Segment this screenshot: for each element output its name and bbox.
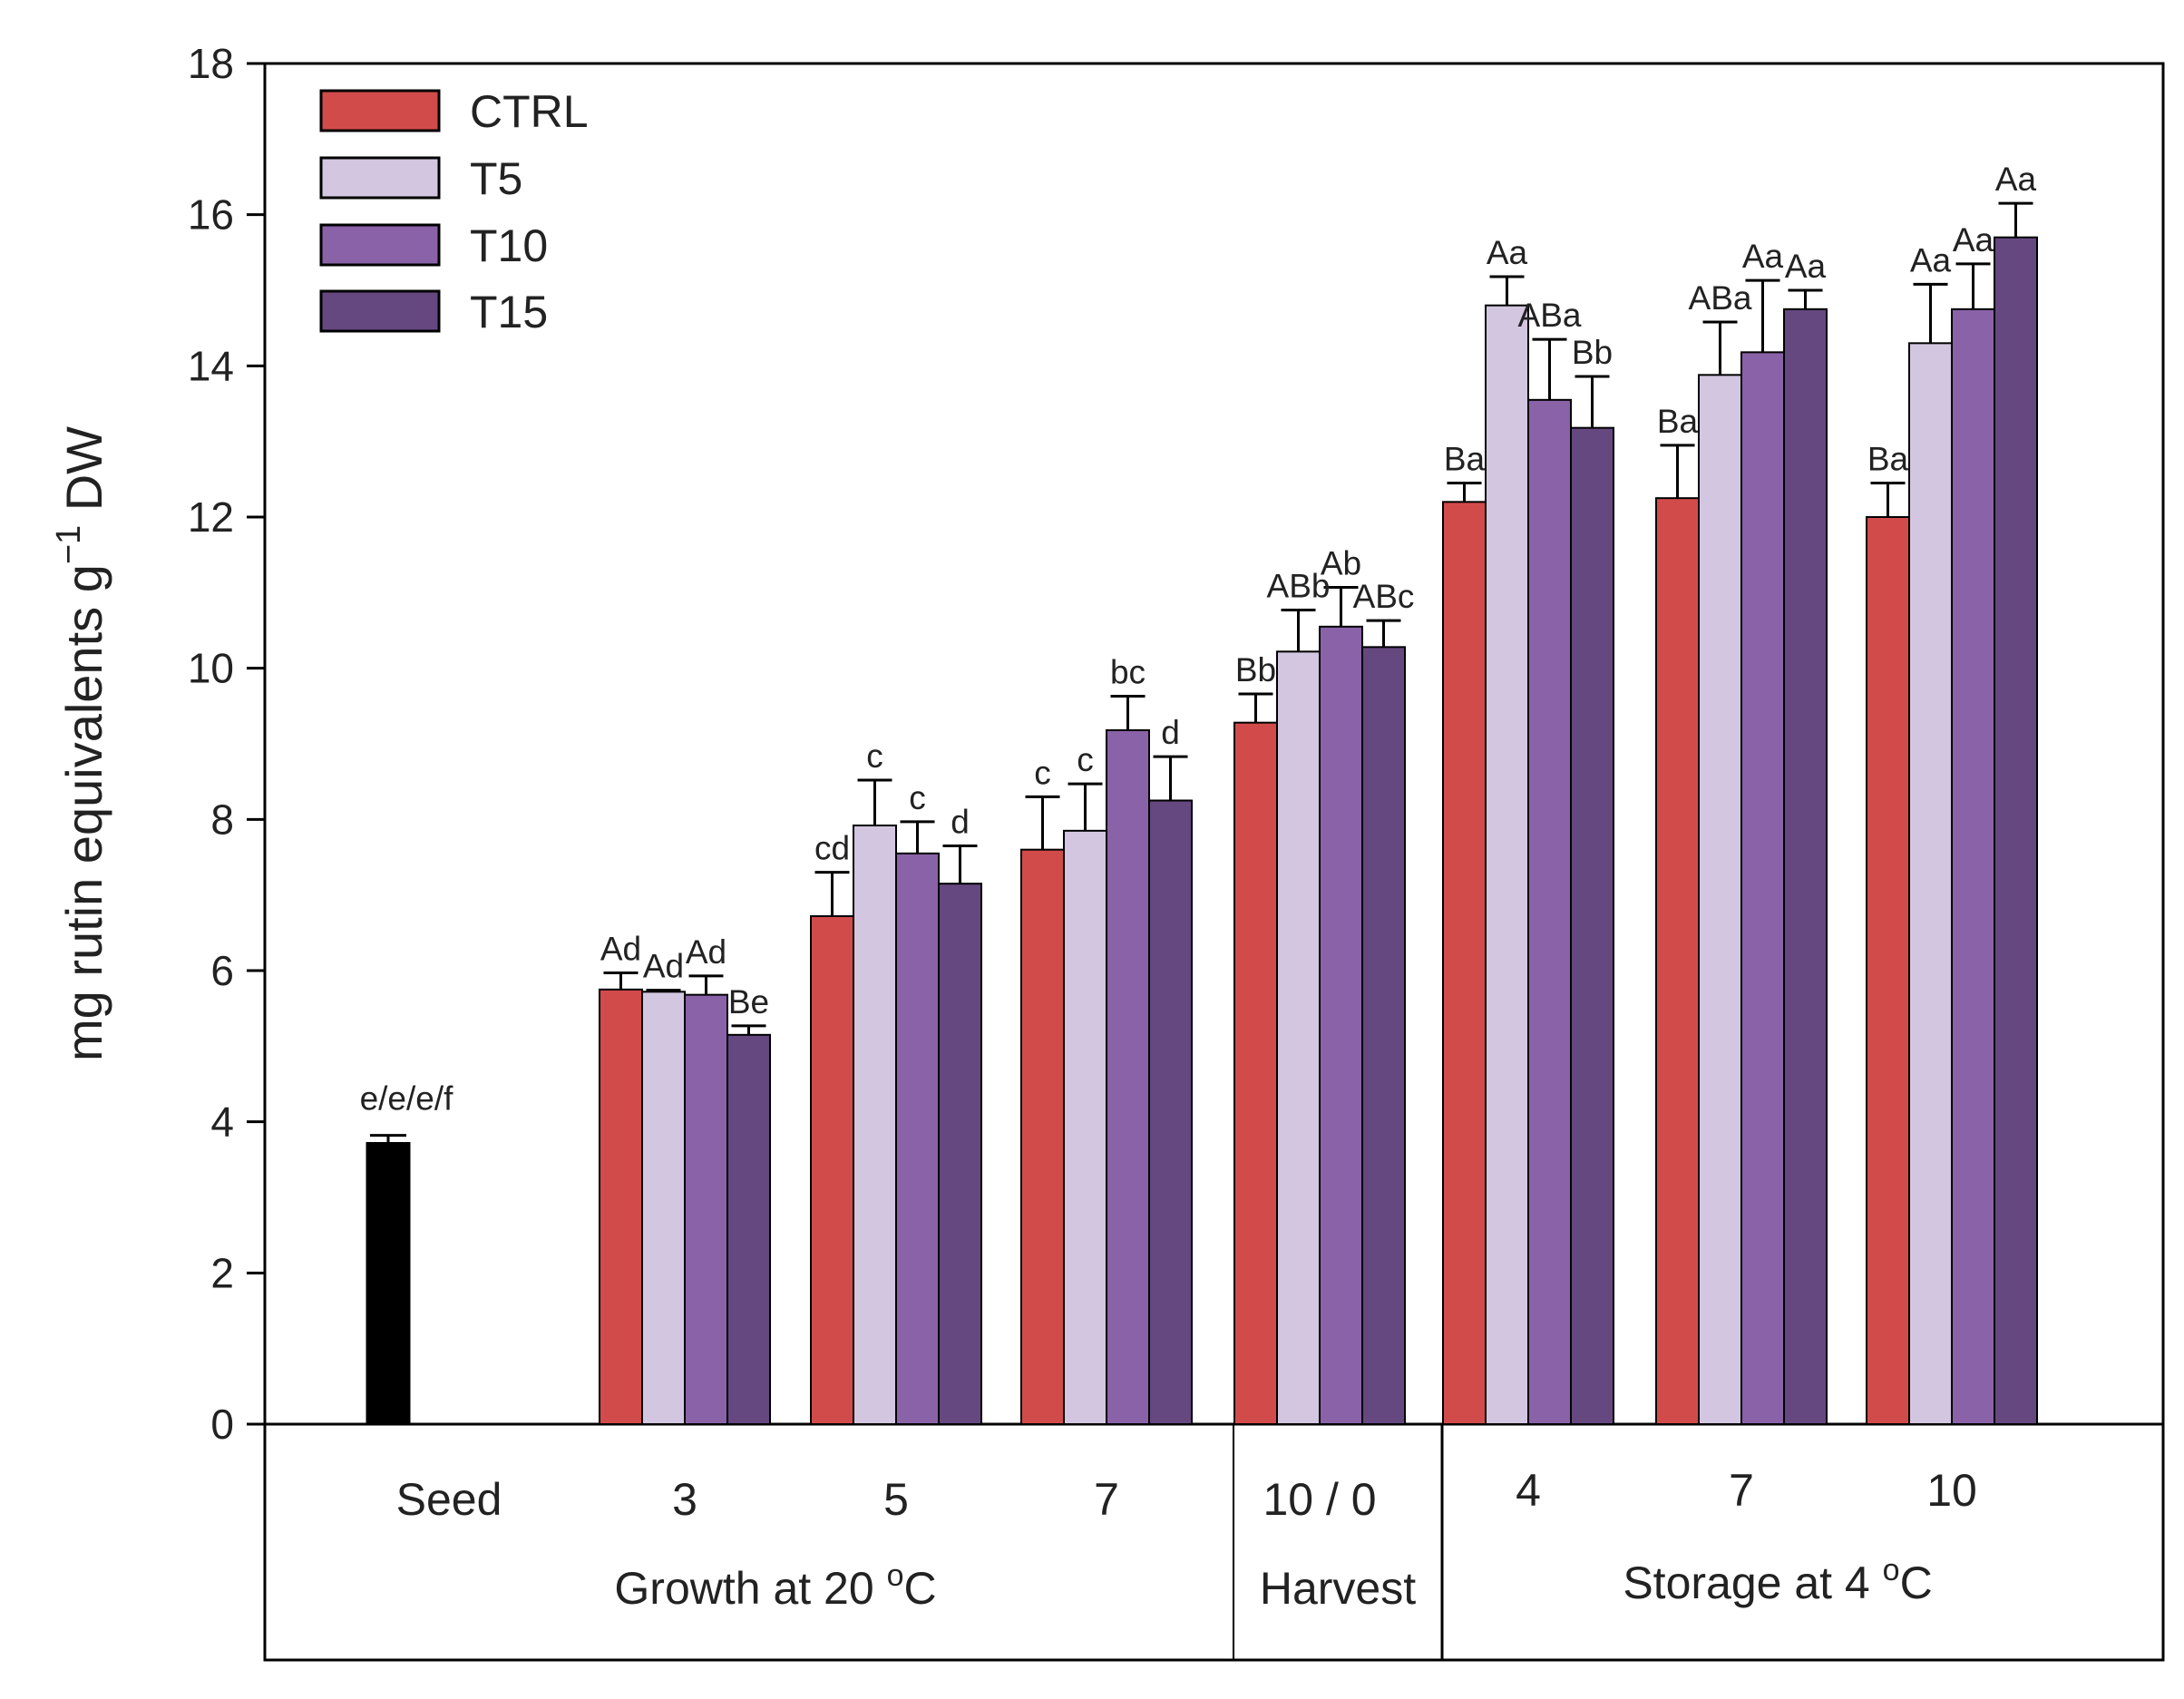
y-tick-label: 4 xyxy=(210,1098,234,1146)
y-tick-label: 8 xyxy=(210,796,234,843)
bar-ctrl xyxy=(1866,516,1910,1425)
x-label-category: 4 xyxy=(1516,1465,1541,1516)
bar-t15 xyxy=(938,883,982,1425)
x-category-box xyxy=(263,1422,2165,1662)
x-group-label: Growth at 20 oC xyxy=(614,1558,936,1614)
x-label-seed: Seed xyxy=(396,1474,502,1525)
annotation: c xyxy=(1077,741,1094,778)
annotation-seed: e/e/e/f xyxy=(360,1080,454,1118)
y-tick-label: 10 xyxy=(188,645,234,692)
axes: 0 2 4 6 8 10 12 14 16 18 mg rutin equivalents g−1 … xyxy=(50,40,2165,1662)
bar-t5 xyxy=(1276,650,1321,1425)
annotation: c xyxy=(1034,754,1051,791)
annotation: Aa xyxy=(1487,234,1528,271)
legend-swatch-t10 xyxy=(319,223,441,267)
bar-ctrl xyxy=(1655,497,1700,1425)
legend-swatch-t15 xyxy=(319,289,441,333)
annotation: Aa xyxy=(1910,241,1952,278)
bar-t5 xyxy=(1063,829,1107,1425)
y-tick-label: 18 xyxy=(188,40,234,87)
y-axis-label: mg rutin equivalents g−1 DW xyxy=(50,426,112,1061)
annotation: ABa xyxy=(1689,279,1752,317)
bar-t15 xyxy=(1994,236,2038,1426)
y-tick-label: 12 xyxy=(188,493,234,541)
bar-t10 xyxy=(684,993,728,1425)
x-group-label: Harvest xyxy=(1260,1563,1416,1614)
error-bars xyxy=(370,201,2033,1143)
annotation: Bb xyxy=(1572,334,1613,371)
annotation: Bb xyxy=(1235,651,1276,688)
bar-ctrl xyxy=(1020,848,1065,1425)
bar-t10 xyxy=(1951,308,1995,1425)
annotation: Ba xyxy=(1657,403,1699,440)
annotation: ABa xyxy=(1518,297,1582,334)
annotation: Ab xyxy=(1321,545,1361,582)
x-label-category: 7 xyxy=(1094,1474,1119,1525)
bar-ctrl xyxy=(810,915,854,1425)
annotation: Ba xyxy=(1867,441,1909,478)
bar-t5 xyxy=(1485,304,1529,1426)
annotation: cd xyxy=(814,830,850,867)
bar-t5 xyxy=(1698,374,1742,1425)
y-tick-label: 0 xyxy=(210,1401,234,1448)
bar-t10 xyxy=(1319,625,1363,1425)
legend-label-t10: T10 xyxy=(470,220,548,271)
annotation: ABc xyxy=(1353,578,1415,615)
bar-seed xyxy=(366,1142,411,1425)
y-tick-label: 6 xyxy=(210,947,234,994)
bar-t10 xyxy=(1740,351,1785,1425)
bars xyxy=(366,236,2038,1426)
bar-ctrl xyxy=(599,988,643,1426)
annotation: bc xyxy=(1110,654,1146,691)
legend-label-t5: T5 xyxy=(470,153,522,204)
x-group-label: Storage at 4 oC xyxy=(1623,1553,1932,1608)
bar-t5 xyxy=(1908,342,1953,1425)
legend-swatch-t5 xyxy=(319,156,441,200)
x-label-category: 5 xyxy=(883,1474,909,1525)
bar-t15 xyxy=(1361,646,1406,1425)
annotation: d xyxy=(951,804,970,841)
legend-swatch-ctrl xyxy=(319,89,441,132)
bar-t10 xyxy=(895,852,940,1425)
x-label-category: 7 xyxy=(1729,1465,1754,1516)
annotation: c xyxy=(909,779,926,816)
bar-t15 xyxy=(1148,799,1193,1425)
annotation: ABb xyxy=(1267,568,1331,605)
x-label-category: 10 xyxy=(1926,1465,1977,1516)
legend-label-t15: T15 xyxy=(470,287,548,337)
bar-t15 xyxy=(726,1033,771,1426)
y-tick-label: 14 xyxy=(188,342,234,389)
bar-t10 xyxy=(1106,729,1150,1425)
bar-t15 xyxy=(1783,308,1828,1425)
annotation: Ba xyxy=(1444,441,1486,478)
bar-ctrl xyxy=(1442,501,1487,1425)
annotation: d xyxy=(1161,714,1180,751)
y-tick-label: 2 xyxy=(210,1249,234,1296)
y-tick-label: 16 xyxy=(188,191,234,239)
legend: CTRL T5 T10 T15 xyxy=(319,86,589,337)
bar-t5 xyxy=(641,991,686,1426)
x-label-category: 10 / 0 xyxy=(1263,1474,1376,1525)
bar-ctrl xyxy=(1233,721,1278,1425)
annotation: Aa xyxy=(1995,161,2037,198)
annotation: Aa xyxy=(1785,248,1827,285)
annotation: c xyxy=(866,737,883,775)
annotation: Be xyxy=(728,983,769,1020)
bar-t15 xyxy=(1570,426,1614,1426)
x-category-labels: Seed 3 5 7 10 / 0 4 7 10 Growth at 20 oC Harvest S… xyxy=(396,1465,1977,1614)
annotation: Aa xyxy=(1742,238,1784,275)
annotation: Ad xyxy=(643,948,684,985)
annotation: Ad xyxy=(600,931,641,968)
x-label-category: 3 xyxy=(672,1474,697,1525)
bar-t10 xyxy=(1527,398,1572,1425)
bar-t5 xyxy=(853,825,897,1425)
annotation: Ad xyxy=(686,933,726,971)
legend-label-ctrl: CTRL xyxy=(470,86,589,137)
annotation: Aa xyxy=(1953,221,1994,259)
